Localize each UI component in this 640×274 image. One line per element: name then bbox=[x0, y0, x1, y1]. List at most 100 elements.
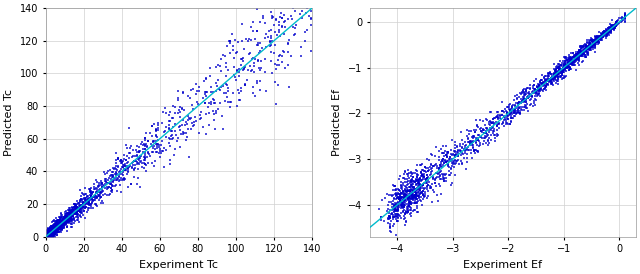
Point bbox=[59, 219, 69, 224]
Point bbox=[175, 132, 186, 136]
Point bbox=[63, 212, 73, 216]
Point bbox=[398, 195, 408, 200]
Point bbox=[450, 140, 460, 144]
Point bbox=[129, 168, 140, 172]
Point bbox=[601, 32, 611, 36]
Point bbox=[94, 182, 104, 187]
Point bbox=[50, 224, 60, 229]
Point bbox=[41, 231, 51, 235]
Point bbox=[48, 225, 58, 230]
Point bbox=[58, 222, 68, 227]
Point bbox=[41, 233, 51, 237]
Point bbox=[57, 224, 67, 229]
Point bbox=[543, 82, 553, 86]
Point bbox=[388, 215, 398, 219]
Point bbox=[166, 134, 176, 138]
Point bbox=[461, 160, 472, 164]
Point bbox=[547, 77, 557, 81]
Point bbox=[462, 128, 472, 132]
Point bbox=[533, 92, 543, 97]
Point bbox=[65, 214, 76, 218]
Point bbox=[42, 235, 52, 239]
Point bbox=[410, 193, 420, 197]
Point bbox=[83, 202, 93, 207]
Point bbox=[431, 176, 441, 180]
Point bbox=[184, 115, 195, 120]
Point bbox=[566, 61, 577, 65]
Point bbox=[54, 221, 64, 226]
Point bbox=[392, 219, 402, 223]
Point bbox=[140, 149, 150, 154]
Point bbox=[45, 235, 56, 239]
Point bbox=[113, 157, 123, 161]
Point bbox=[400, 169, 410, 174]
Point bbox=[586, 36, 596, 41]
Point bbox=[522, 95, 532, 100]
Point bbox=[500, 109, 511, 113]
Point bbox=[61, 216, 72, 221]
Point bbox=[72, 210, 83, 215]
Point bbox=[593, 41, 604, 46]
Point bbox=[534, 86, 544, 90]
Point bbox=[76, 206, 86, 210]
Point bbox=[474, 139, 484, 143]
Point bbox=[416, 186, 426, 190]
Point bbox=[111, 171, 122, 176]
Point bbox=[404, 196, 414, 201]
Point bbox=[420, 181, 431, 185]
Point bbox=[56, 226, 66, 230]
Point bbox=[435, 165, 445, 170]
Point bbox=[530, 94, 540, 98]
Point bbox=[426, 170, 436, 174]
Point bbox=[406, 183, 416, 187]
Point bbox=[64, 217, 74, 221]
Point bbox=[65, 214, 75, 218]
Point bbox=[408, 191, 418, 196]
Point bbox=[179, 107, 189, 112]
Point bbox=[243, 39, 253, 43]
Point bbox=[147, 124, 157, 129]
Point bbox=[531, 90, 541, 94]
Point bbox=[396, 202, 406, 206]
Point bbox=[388, 209, 399, 214]
Point bbox=[252, 43, 262, 47]
Point bbox=[620, 20, 630, 24]
Point bbox=[106, 182, 116, 187]
Point bbox=[65, 222, 76, 226]
Point bbox=[50, 227, 60, 231]
Point bbox=[574, 56, 584, 61]
Point bbox=[552, 79, 562, 83]
Point bbox=[568, 60, 578, 65]
Point bbox=[487, 125, 497, 130]
Point bbox=[231, 51, 241, 55]
Point bbox=[71, 207, 81, 212]
Point bbox=[51, 227, 61, 232]
Point bbox=[141, 155, 152, 159]
Point bbox=[143, 139, 154, 143]
Point bbox=[216, 87, 226, 92]
Point bbox=[140, 154, 150, 158]
Point bbox=[44, 230, 54, 235]
Point bbox=[290, 9, 300, 13]
Point bbox=[41, 235, 51, 239]
Point bbox=[129, 158, 139, 163]
Point bbox=[564, 67, 575, 71]
Point bbox=[577, 45, 588, 50]
Point bbox=[72, 210, 82, 215]
Point bbox=[558, 68, 568, 72]
Point bbox=[397, 203, 407, 207]
Point bbox=[276, 2, 286, 7]
Point bbox=[42, 235, 52, 239]
Point bbox=[575, 48, 585, 52]
Point bbox=[47, 234, 57, 238]
Point bbox=[55, 226, 65, 230]
Point bbox=[558, 68, 568, 72]
Point bbox=[405, 207, 415, 212]
Point bbox=[502, 105, 513, 110]
Point bbox=[611, 25, 621, 30]
Point bbox=[47, 228, 57, 233]
Point bbox=[572, 54, 582, 59]
Point bbox=[612, 23, 623, 27]
Point bbox=[45, 235, 56, 239]
Point bbox=[52, 222, 63, 226]
